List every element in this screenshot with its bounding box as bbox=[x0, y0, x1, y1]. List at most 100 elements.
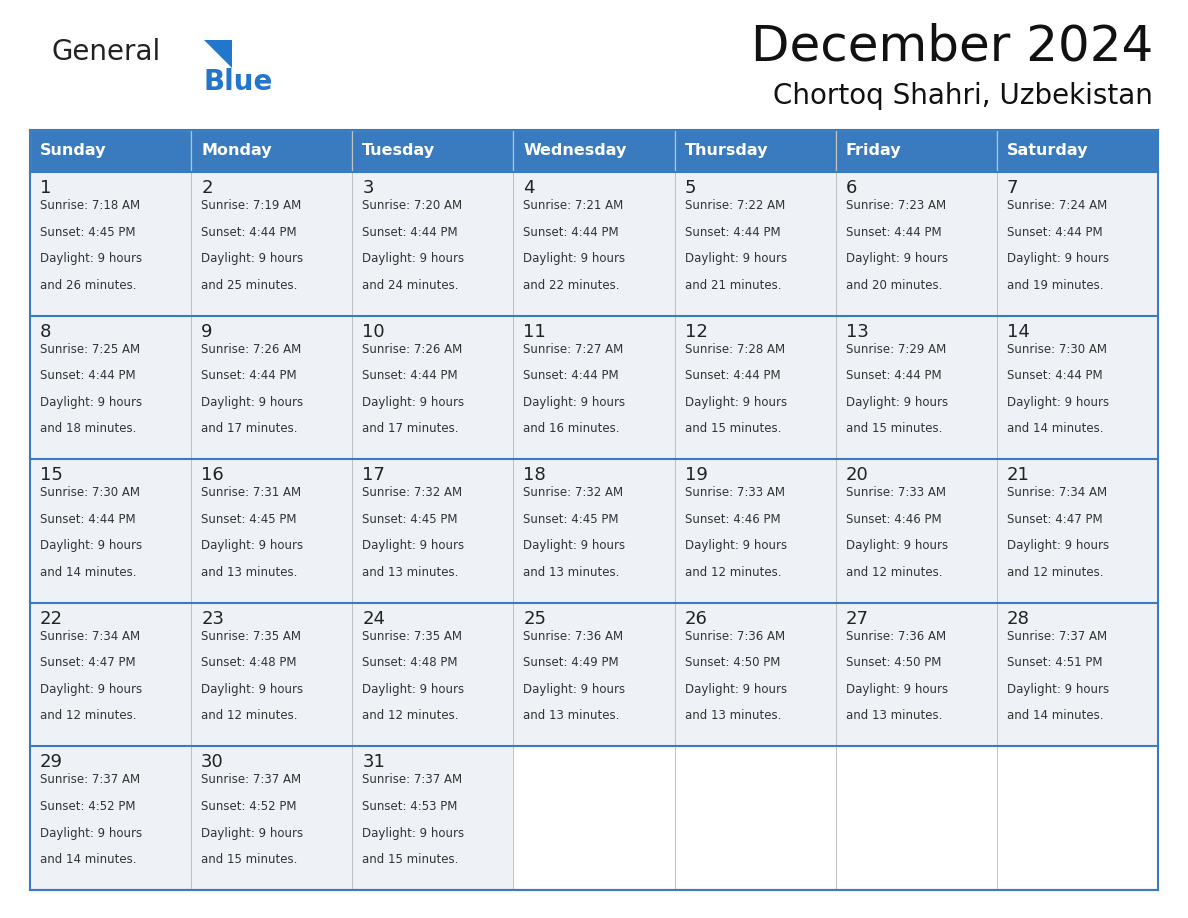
FancyBboxPatch shape bbox=[191, 746, 353, 890]
FancyBboxPatch shape bbox=[191, 130, 353, 172]
Text: and 12 minutes.: and 12 minutes. bbox=[846, 565, 942, 579]
Text: 29: 29 bbox=[40, 754, 63, 771]
FancyBboxPatch shape bbox=[30, 316, 191, 459]
FancyBboxPatch shape bbox=[835, 130, 997, 172]
Text: 22: 22 bbox=[40, 610, 63, 628]
Text: 6: 6 bbox=[846, 179, 857, 197]
Text: and 19 minutes.: and 19 minutes. bbox=[1007, 279, 1104, 292]
Text: Sunrise: 7:18 AM: Sunrise: 7:18 AM bbox=[40, 199, 140, 212]
FancyBboxPatch shape bbox=[675, 130, 835, 172]
FancyBboxPatch shape bbox=[997, 130, 1158, 172]
Text: Daylight: 9 hours: Daylight: 9 hours bbox=[1007, 396, 1108, 409]
Text: Sunset: 4:50 PM: Sunset: 4:50 PM bbox=[684, 656, 781, 669]
Text: and 12 minutes.: and 12 minutes. bbox=[201, 710, 298, 722]
Text: 20: 20 bbox=[846, 466, 868, 484]
Text: and 14 minutes.: and 14 minutes. bbox=[1007, 422, 1104, 435]
Polygon shape bbox=[204, 40, 232, 68]
Text: 1: 1 bbox=[40, 179, 51, 197]
Text: Daylight: 9 hours: Daylight: 9 hours bbox=[1007, 540, 1108, 553]
FancyBboxPatch shape bbox=[675, 459, 835, 603]
Text: Sunrise: 7:35 AM: Sunrise: 7:35 AM bbox=[201, 630, 301, 643]
FancyBboxPatch shape bbox=[835, 172, 997, 316]
Text: Sunrise: 7:22 AM: Sunrise: 7:22 AM bbox=[684, 199, 785, 212]
Text: and 15 minutes.: and 15 minutes. bbox=[684, 422, 781, 435]
Text: General: General bbox=[52, 38, 162, 66]
Text: December 2024: December 2024 bbox=[751, 22, 1154, 70]
FancyBboxPatch shape bbox=[353, 603, 513, 746]
Text: Daylight: 9 hours: Daylight: 9 hours bbox=[524, 396, 626, 409]
Text: Sunset: 4:44 PM: Sunset: 4:44 PM bbox=[524, 369, 619, 382]
Text: 24: 24 bbox=[362, 610, 385, 628]
Text: Sunrise: 7:28 AM: Sunrise: 7:28 AM bbox=[684, 342, 785, 355]
Text: Sunset: 4:44 PM: Sunset: 4:44 PM bbox=[201, 226, 297, 239]
Text: 23: 23 bbox=[201, 610, 225, 628]
Text: 9: 9 bbox=[201, 322, 213, 341]
Text: Chortoq Shahri, Uzbekistan: Chortoq Shahri, Uzbekistan bbox=[773, 82, 1154, 110]
Text: Sunrise: 7:33 AM: Sunrise: 7:33 AM bbox=[846, 487, 946, 499]
Text: Daylight: 9 hours: Daylight: 9 hours bbox=[524, 683, 626, 696]
FancyBboxPatch shape bbox=[835, 603, 997, 746]
FancyBboxPatch shape bbox=[353, 459, 513, 603]
Text: Daylight: 9 hours: Daylight: 9 hours bbox=[684, 396, 786, 409]
Text: and 24 minutes.: and 24 minutes. bbox=[362, 279, 459, 292]
FancyBboxPatch shape bbox=[353, 130, 513, 172]
Text: Sunrise: 7:36 AM: Sunrise: 7:36 AM bbox=[684, 630, 785, 643]
Text: 19: 19 bbox=[684, 466, 707, 484]
Text: 10: 10 bbox=[362, 322, 385, 341]
Text: and 18 minutes.: and 18 minutes. bbox=[40, 422, 137, 435]
FancyBboxPatch shape bbox=[513, 746, 675, 890]
FancyBboxPatch shape bbox=[513, 316, 675, 459]
FancyBboxPatch shape bbox=[997, 316, 1158, 459]
Text: Saturday: Saturday bbox=[1007, 143, 1088, 159]
Text: Sunset: 4:44 PM: Sunset: 4:44 PM bbox=[684, 369, 781, 382]
FancyBboxPatch shape bbox=[513, 130, 675, 172]
Text: Daylight: 9 hours: Daylight: 9 hours bbox=[684, 683, 786, 696]
Text: and 12 minutes.: and 12 minutes. bbox=[684, 565, 781, 579]
Text: Daylight: 9 hours: Daylight: 9 hours bbox=[362, 252, 465, 265]
Text: Sunset: 4:48 PM: Sunset: 4:48 PM bbox=[201, 656, 297, 669]
FancyBboxPatch shape bbox=[997, 746, 1158, 890]
FancyBboxPatch shape bbox=[997, 172, 1158, 316]
Text: 25: 25 bbox=[524, 610, 546, 628]
FancyBboxPatch shape bbox=[835, 316, 997, 459]
Text: Daylight: 9 hours: Daylight: 9 hours bbox=[846, 252, 948, 265]
Text: Monday: Monday bbox=[201, 143, 272, 159]
Text: Sunrise: 7:24 AM: Sunrise: 7:24 AM bbox=[1007, 199, 1107, 212]
Text: and 17 minutes.: and 17 minutes. bbox=[362, 422, 459, 435]
Text: and 13 minutes.: and 13 minutes. bbox=[524, 565, 620, 579]
Text: Sunset: 4:48 PM: Sunset: 4:48 PM bbox=[362, 656, 457, 669]
Text: Daylight: 9 hours: Daylight: 9 hours bbox=[362, 826, 465, 840]
Text: Daylight: 9 hours: Daylight: 9 hours bbox=[846, 396, 948, 409]
Text: Daylight: 9 hours: Daylight: 9 hours bbox=[201, 683, 303, 696]
FancyBboxPatch shape bbox=[513, 459, 675, 603]
Text: and 12 minutes.: and 12 minutes. bbox=[40, 710, 137, 722]
Text: Sunrise: 7:35 AM: Sunrise: 7:35 AM bbox=[362, 630, 462, 643]
Text: Sunrise: 7:32 AM: Sunrise: 7:32 AM bbox=[524, 487, 624, 499]
Text: Sunset: 4:44 PM: Sunset: 4:44 PM bbox=[684, 226, 781, 239]
Text: and 17 minutes.: and 17 minutes. bbox=[201, 422, 298, 435]
Text: Sunrise: 7:30 AM: Sunrise: 7:30 AM bbox=[1007, 342, 1107, 355]
Text: Sunrise: 7:26 AM: Sunrise: 7:26 AM bbox=[362, 342, 462, 355]
FancyBboxPatch shape bbox=[675, 316, 835, 459]
Text: Sunrise: 7:36 AM: Sunrise: 7:36 AM bbox=[846, 630, 946, 643]
Text: Daylight: 9 hours: Daylight: 9 hours bbox=[40, 540, 143, 553]
Text: 11: 11 bbox=[524, 322, 546, 341]
Text: and 25 minutes.: and 25 minutes. bbox=[201, 279, 297, 292]
Text: 4: 4 bbox=[524, 179, 535, 197]
Text: Sunrise: 7:20 AM: Sunrise: 7:20 AM bbox=[362, 199, 462, 212]
Text: Sunset: 4:46 PM: Sunset: 4:46 PM bbox=[684, 513, 781, 526]
Text: 26: 26 bbox=[684, 610, 707, 628]
Text: Sunrise: 7:31 AM: Sunrise: 7:31 AM bbox=[201, 487, 302, 499]
Text: Sunset: 4:47 PM: Sunset: 4:47 PM bbox=[1007, 513, 1102, 526]
Text: Sunrise: 7:37 AM: Sunrise: 7:37 AM bbox=[201, 773, 302, 787]
Text: Sunrise: 7:19 AM: Sunrise: 7:19 AM bbox=[201, 199, 302, 212]
Text: 12: 12 bbox=[684, 322, 707, 341]
Text: Daylight: 9 hours: Daylight: 9 hours bbox=[684, 540, 786, 553]
Text: and 14 minutes.: and 14 minutes. bbox=[40, 853, 137, 866]
Text: Daylight: 9 hours: Daylight: 9 hours bbox=[684, 252, 786, 265]
FancyBboxPatch shape bbox=[835, 459, 997, 603]
Text: Tuesday: Tuesday bbox=[362, 143, 436, 159]
FancyBboxPatch shape bbox=[353, 316, 513, 459]
Text: Sunset: 4:44 PM: Sunset: 4:44 PM bbox=[362, 226, 457, 239]
FancyBboxPatch shape bbox=[30, 459, 191, 603]
